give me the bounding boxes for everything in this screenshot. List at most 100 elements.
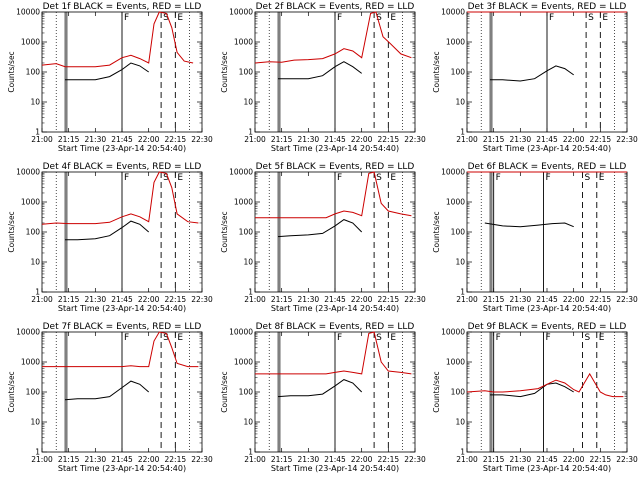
lld-series-line bbox=[41, 11, 194, 68]
x-tick-label: 21:00 bbox=[31, 295, 53, 304]
marker-label-f: F bbox=[496, 173, 501, 183]
x-tick-label: 22:00 bbox=[138, 295, 160, 304]
marker-label-e: E bbox=[177, 173, 183, 183]
y-tick-label: 100 bbox=[451, 228, 466, 237]
y-tick-label: 1 bbox=[35, 448, 40, 457]
y-tick-label: 1000 bbox=[21, 358, 40, 367]
marker-label-e: E bbox=[390, 173, 396, 183]
marker-label-s: S bbox=[163, 173, 169, 183]
x-tick-label: 21:15 bbox=[58, 455, 80, 464]
y-tick-label: 10 bbox=[243, 418, 253, 427]
panel-5: Det 5f BLACK = Events, RED = LLD 1 10 100 10… bbox=[220, 162, 426, 313]
x-tick-label: 21:15 bbox=[271, 295, 293, 304]
y-tick-label: 10 bbox=[30, 98, 40, 107]
x-tick-label: 22:00 bbox=[563, 295, 585, 304]
x-tick-label: 22:15 bbox=[378, 135, 400, 144]
x-tick-label: 22:15 bbox=[165, 135, 187, 144]
x-tick-label: 21:15 bbox=[483, 135, 505, 144]
x-tick-label: 21:15 bbox=[271, 455, 293, 464]
x-tick-label: 21:15 bbox=[271, 135, 293, 144]
marker-label-e: E bbox=[390, 333, 396, 343]
lld-series-line bbox=[466, 372, 624, 398]
x-tick-label: 22:30 bbox=[616, 135, 638, 144]
x-tick-label: 21:00 bbox=[456, 135, 478, 144]
marker-label-f: F bbox=[337, 333, 342, 343]
x-tick-label: 21:00 bbox=[31, 455, 53, 464]
y-tick-label: 100 bbox=[239, 228, 254, 237]
x-tick-label: 21:45 bbox=[536, 455, 558, 464]
marker-label-f: F bbox=[496, 333, 501, 343]
y-axis-label: Counts/sec bbox=[7, 51, 16, 92]
marker-label-s: S bbox=[588, 13, 594, 23]
marker-label-e: E bbox=[390, 13, 396, 23]
x-tick-label: 22:30 bbox=[191, 135, 213, 144]
y-tick-label: 10 bbox=[455, 98, 465, 107]
x-tick-label: 21:45 bbox=[111, 295, 133, 304]
y-tick-label: 10000 bbox=[16, 328, 40, 337]
x-tick-label: 22:00 bbox=[138, 455, 160, 464]
panel-2: Det 2f BLACK = Events, RED = LLD 1 10 100 10… bbox=[220, 2, 426, 153]
x-tick-label: 21:30 bbox=[85, 295, 107, 304]
x-tick-label: 21:00 bbox=[456, 455, 478, 464]
marker-label-s: S bbox=[585, 333, 591, 343]
x-axis-label: Start Time (23-Apr-14 20:54:40) bbox=[483, 304, 611, 313]
marker-label-e: E bbox=[177, 333, 183, 343]
y-tick-label: 10 bbox=[455, 418, 465, 427]
x-tick-label: 21:15 bbox=[58, 135, 80, 144]
marker-label-e: E bbox=[599, 333, 605, 343]
lld-series-line bbox=[255, 331, 412, 375]
x-tick-label: 21:00 bbox=[456, 295, 478, 304]
marker-label-f: F bbox=[545, 333, 550, 343]
x-tick-label: 22:00 bbox=[563, 455, 585, 464]
x-tick-label: 21:00 bbox=[31, 135, 53, 144]
panel-1: Det 1f BLACK = Events, RED = LLD 1 10 100 10… bbox=[7, 2, 213, 153]
x-tick-label: 22:30 bbox=[191, 295, 213, 304]
y-axis-label: Counts/sec bbox=[432, 51, 441, 92]
marker-label-s: S bbox=[163, 13, 169, 23]
marker-label-f: F bbox=[124, 13, 129, 23]
x-axis-label: Start Time (23-Apr-14 20:54:40) bbox=[271, 464, 399, 473]
y-tick-label: 1000 bbox=[234, 198, 253, 207]
x-tick-label: 21:15 bbox=[58, 295, 80, 304]
y-tick-label: 10 bbox=[30, 418, 40, 427]
x-tick-label: 21:30 bbox=[85, 135, 107, 144]
y-tick-label: 100 bbox=[451, 68, 466, 77]
lld-series-line bbox=[42, 331, 199, 368]
x-tick-label: 21:30 bbox=[298, 455, 320, 464]
x-tick-label: 21:45 bbox=[324, 295, 346, 304]
x-tick-label: 21:15 bbox=[483, 455, 505, 464]
y-tick-label: 1000 bbox=[234, 358, 253, 367]
x-axis-label: Start Time (23-Apr-14 20:54:40) bbox=[271, 304, 399, 313]
panel-title: Det 7f BLACK = Events, RED = LLD bbox=[43, 322, 202, 332]
panel-9: Det 9f BLACK = Events, RED = LLD 1 10 100 10… bbox=[432, 322, 638, 473]
x-tick-label: 22:15 bbox=[378, 455, 400, 464]
x-axis-label: Start Time (23-Apr-14 20:54:40) bbox=[58, 304, 186, 313]
events-series-line bbox=[484, 222, 574, 228]
x-tick-label: 21:45 bbox=[324, 455, 346, 464]
y-tick-label: 100 bbox=[451, 388, 466, 397]
x-tick-label: 21:45 bbox=[111, 455, 133, 464]
y-axis-label: Counts/sec bbox=[432, 211, 441, 252]
y-tick-label: 1 bbox=[248, 128, 253, 137]
panel-3: Det 3f BLACK = Events, RED = LLD 1 10 100 10… bbox=[432, 2, 638, 153]
x-tick-label: 21:30 bbox=[510, 295, 532, 304]
events-series-line bbox=[490, 382, 574, 398]
y-tick-label: 1000 bbox=[21, 198, 40, 207]
x-tick-label: 22:30 bbox=[616, 455, 638, 464]
x-tick-label: 21:00 bbox=[244, 455, 266, 464]
lld-series-line bbox=[254, 11, 412, 64]
y-tick-label: 10 bbox=[243, 98, 253, 107]
y-tick-label: 10000 bbox=[229, 328, 253, 337]
y-axis-label: Counts/sec bbox=[7, 211, 16, 252]
y-tick-label: 10 bbox=[455, 258, 465, 267]
y-tick-label: 1 bbox=[248, 288, 253, 297]
x-tick-label: 22:15 bbox=[165, 295, 187, 304]
y-tick-label: 10000 bbox=[16, 8, 40, 17]
x-tick-label: 22:00 bbox=[351, 135, 373, 144]
y-tick-label: 10 bbox=[30, 258, 40, 267]
x-tick-label: 22:30 bbox=[191, 455, 213, 464]
x-tick-label: 22:15 bbox=[378, 295, 400, 304]
marker-label-s: S bbox=[585, 173, 591, 183]
marker-label-e: E bbox=[602, 13, 608, 23]
